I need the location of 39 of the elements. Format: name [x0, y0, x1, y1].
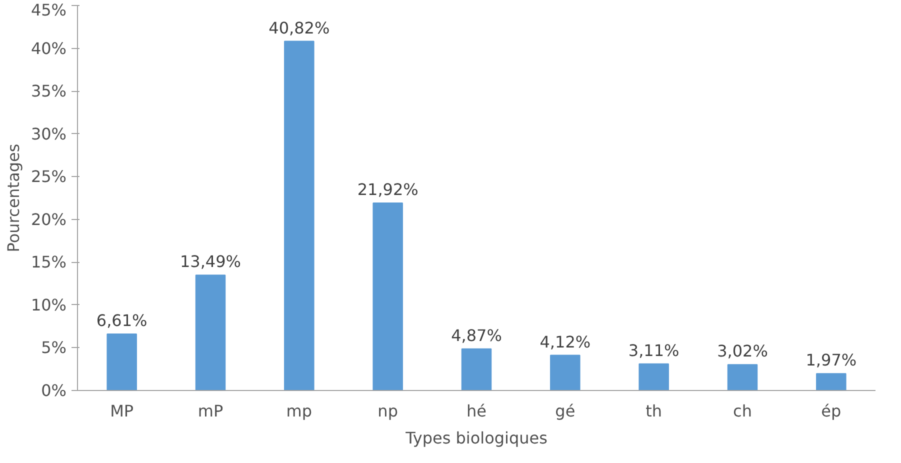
y-tick-label: 30%	[30, 124, 66, 144]
x-tick-label: hé	[466, 402, 486, 420]
y-tick-label: 25%	[30, 167, 66, 186]
data-label: 13,49%	[180, 252, 242, 272]
data-label: 4,12%	[540, 332, 591, 352]
x-axis-title: Types biologiques	[404, 428, 548, 448]
bar	[372, 202, 403, 390]
bar	[550, 354, 580, 390]
data-label: 6,61%	[96, 310, 148, 330]
x-tick-label: ch	[733, 402, 752, 420]
bar	[461, 348, 492, 390]
data-label: 40,82%	[268, 18, 330, 38]
bar	[284, 40, 314, 390]
x-tick-label: gé	[555, 402, 576, 420]
data-label: 1,97%	[806, 350, 857, 370]
x-tick-label: np	[378, 402, 398, 420]
x-tick-label: MP	[110, 402, 134, 420]
y-tick-label: 45%	[30, 0, 66, 20]
y-tick-label: 40%	[30, 38, 66, 58]
data-label: 4,87%	[451, 326, 502, 345]
bar	[106, 333, 137, 390]
y-tick-label: 35%	[30, 82, 66, 101]
bar	[195, 274, 226, 390]
bar	[727, 364, 758, 390]
x-tick-label: ép	[821, 402, 842, 420]
bar	[816, 373, 846, 390]
y-tick-label: 5%	[41, 338, 67, 358]
x-tick-label: mp	[286, 402, 312, 420]
y-tick-label: 20%	[30, 210, 66, 229]
y-axis-title: Pourcentages	[4, 144, 23, 252]
x-tick-label: mP	[198, 402, 224, 420]
y-tick-label: 15%	[30, 252, 66, 272]
y-tick-label: 0%	[41, 381, 67, 400]
data-label: 21,92%	[357, 180, 418, 199]
data-label: 3,02%	[717, 342, 768, 361]
y-tick-label: 10%	[30, 295, 66, 314]
data-label: 3,11%	[628, 340, 680, 360]
x-tick-label: th	[646, 402, 662, 420]
bar	[638, 363, 669, 390]
